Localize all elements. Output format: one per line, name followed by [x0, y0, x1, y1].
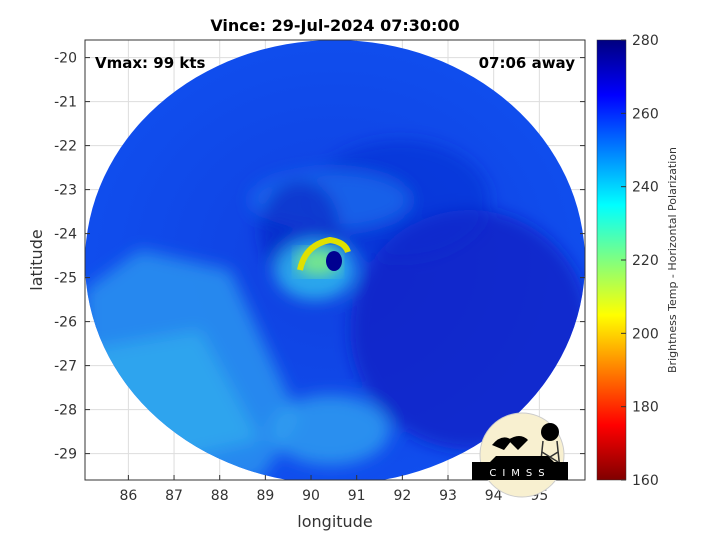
cimss-logo-text: CIMSS: [489, 468, 550, 479]
colorbar-tick-label: 180: [632, 400, 659, 416]
colorbar-label: Brightness Temp - Horizontal Polarizatio…: [666, 147, 679, 373]
y-tick-label: -21: [54, 95, 77, 111]
x-tick-label: 88: [211, 488, 229, 504]
y-tick-label: -27: [54, 359, 77, 375]
y-axis-label: latitude: [27, 229, 46, 290]
colorbar-tick-label: 260: [632, 106, 659, 122]
x-tick-label: 93: [439, 488, 457, 504]
colorbar-tick-label: 240: [632, 180, 659, 196]
x-tick-label: 90: [302, 488, 320, 504]
x-tick-label: 92: [393, 488, 411, 504]
y-tick-label: -22: [54, 139, 77, 155]
x-tick-label: 94: [485, 488, 503, 504]
time-away-annotation: 07:06 away: [479, 54, 576, 72]
y-tick-label: -28: [54, 403, 77, 419]
colorbar-tick-label: 280: [632, 33, 659, 49]
y-tick-label: -20: [54, 51, 77, 67]
y-tick-label: -29: [54, 447, 77, 463]
x-tick-label: 86: [119, 488, 137, 504]
colorbar-tick-label: 160: [632, 473, 659, 489]
y-tick-label: -25: [54, 271, 77, 287]
x-axis-label: longitude: [297, 512, 372, 531]
vmax-annotation: Vmax: 99 kts: [95, 54, 205, 72]
x-tick-label: 89: [256, 488, 274, 504]
cimss-logo: CIMSS: [472, 412, 568, 498]
x-tick-label: 91: [348, 488, 366, 504]
colorbar-tick-label: 200: [632, 326, 659, 342]
colorbar-tick-label: 220: [632, 253, 659, 269]
y-tick-label: -23: [54, 183, 77, 199]
x-tick-label: 87: [165, 488, 183, 504]
y-tick-label: -24: [54, 227, 77, 243]
chart-title: Vince: 29-Jul-2024 07:30:00: [210, 16, 459, 35]
y-tick-label: -26: [54, 315, 77, 331]
